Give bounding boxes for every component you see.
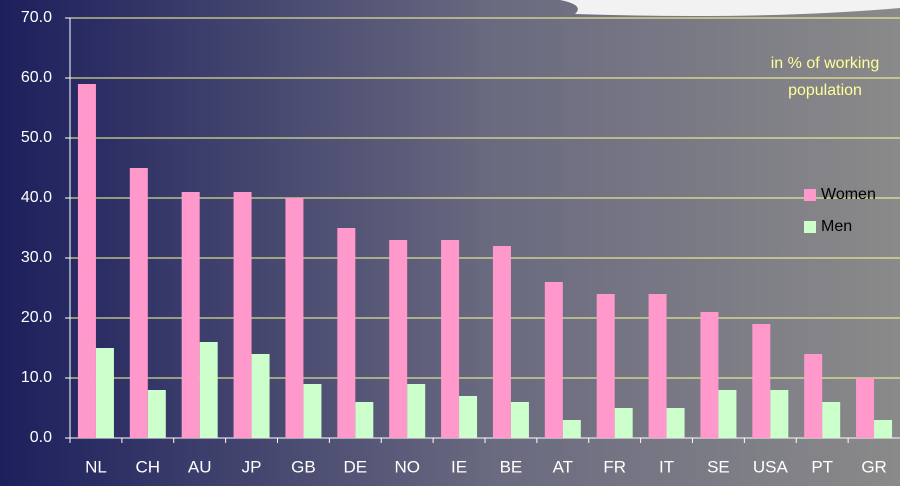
- x-tick-label: CH: [136, 457, 161, 476]
- y-tick-label: 50.0: [21, 129, 52, 146]
- y-tick-label: 30.0: [21, 249, 52, 266]
- bar: [544, 282, 563, 438]
- bar: [285, 198, 304, 438]
- bar: [596, 294, 615, 438]
- bar: [199, 342, 218, 438]
- x-tick-label: GR: [861, 457, 887, 476]
- bar: [822, 402, 841, 438]
- bar: [129, 168, 148, 438]
- x-tick-label: NL: [85, 457, 107, 476]
- bar: [492, 246, 511, 438]
- y-tick-label: 0.0: [30, 429, 52, 446]
- bar: [770, 390, 789, 438]
- bar: [303, 384, 322, 438]
- decoration: [560, 0, 900, 16]
- annotation: population: [788, 82, 862, 99]
- bar: [459, 396, 478, 438]
- bar: [510, 402, 529, 438]
- x-tick-label: JP: [242, 457, 262, 476]
- bar: [251, 354, 270, 438]
- bar: [77, 84, 96, 438]
- x-tick-label: SE: [707, 457, 730, 476]
- bar: [666, 408, 685, 438]
- x-tick-label: IT: [659, 457, 674, 476]
- bar: [147, 390, 166, 438]
- bar: [95, 348, 114, 438]
- bar: [614, 408, 633, 438]
- legend-label: Women: [821, 186, 876, 203]
- x-tick-label: BE: [500, 457, 523, 476]
- bar: [718, 390, 737, 438]
- bar: [700, 312, 719, 438]
- annotation: in % of working: [771, 55, 880, 72]
- x-tick-label: DE: [344, 457, 368, 476]
- legend-label: Men: [821, 218, 852, 235]
- bar: [233, 192, 252, 438]
- x-tick-label: FR: [603, 457, 626, 476]
- legend-swatch: [804, 189, 816, 201]
- bar: [648, 294, 667, 438]
- y-tick-label: 10.0: [21, 369, 52, 386]
- x-tick-label: AT: [553, 457, 573, 476]
- x-tick-label: NO: [394, 457, 420, 476]
- x-tick-label: GB: [291, 457, 316, 476]
- bar: [856, 378, 875, 438]
- legend-swatch: [804, 221, 816, 233]
- bar: [181, 192, 200, 438]
- bar: [441, 240, 460, 438]
- x-tick-label: USA: [753, 457, 789, 476]
- y-tick-label: 40.0: [21, 189, 52, 206]
- bar: [752, 324, 771, 438]
- x-tick-label: PT: [811, 457, 833, 476]
- bar: [337, 228, 356, 438]
- bar: [407, 384, 426, 438]
- x-tick-label: AU: [188, 457, 212, 476]
- bar: [389, 240, 408, 438]
- y-tick-label: 70.0: [21, 9, 52, 26]
- bar: [355, 402, 374, 438]
- bar: [562, 420, 581, 438]
- bar: [804, 354, 823, 438]
- x-tick-label: IE: [451, 457, 467, 476]
- y-tick-label: 60.0: [21, 69, 52, 86]
- y-tick-label: 20.0: [21, 309, 52, 326]
- bar: [874, 420, 893, 438]
